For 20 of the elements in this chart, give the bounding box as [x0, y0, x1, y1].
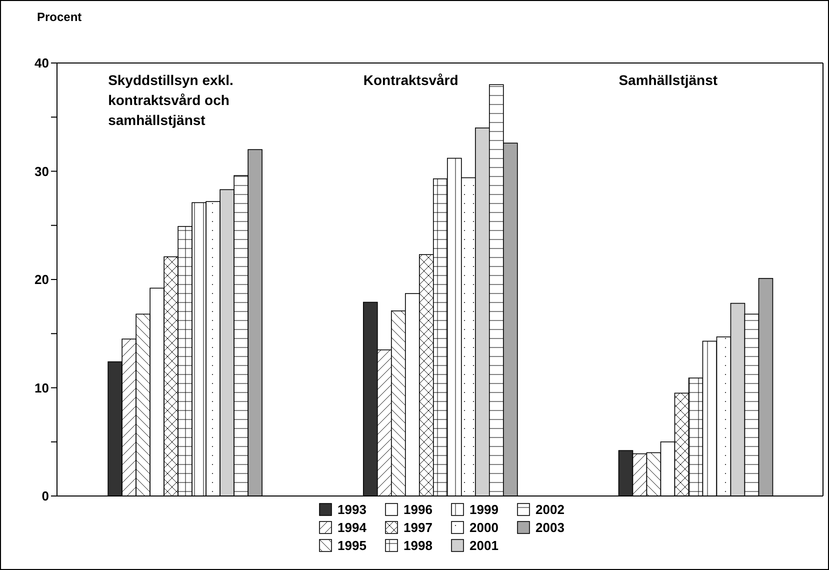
y-tick-label: 10: [34, 380, 49, 396]
x-tick-label: Skyddstillsyn exkl. kontraktsvård och samhällstjänst: [108, 72, 234, 128]
y-tick-label: 40: [34, 56, 49, 71]
y-axis-title: Procent: [37, 10, 82, 24]
y-tick-label: 0: [42, 488, 49, 504]
legend-label: 1999: [470, 502, 498, 517]
legend-label: 1995: [338, 538, 366, 553]
legend-label: 2003: [536, 520, 564, 535]
legend-label: 2001: [470, 538, 498, 553]
y-tick-label: 20: [34, 272, 49, 288]
x-tick-label: Kontraktsvård: [363, 72, 458, 88]
legend-label: 1993: [338, 502, 366, 517]
x-tick-label: Samhällstjänst: [618, 72, 718, 88]
legend-label: 1997: [404, 520, 432, 535]
legend-label: 1998: [404, 538, 432, 553]
legend-label: 1996: [404, 502, 432, 517]
legend-label: 2002: [536, 502, 564, 517]
y-tick-label: 30: [34, 164, 49, 179]
legend-label: 2000: [470, 520, 498, 535]
legend-label: 1994: [338, 520, 366, 535]
